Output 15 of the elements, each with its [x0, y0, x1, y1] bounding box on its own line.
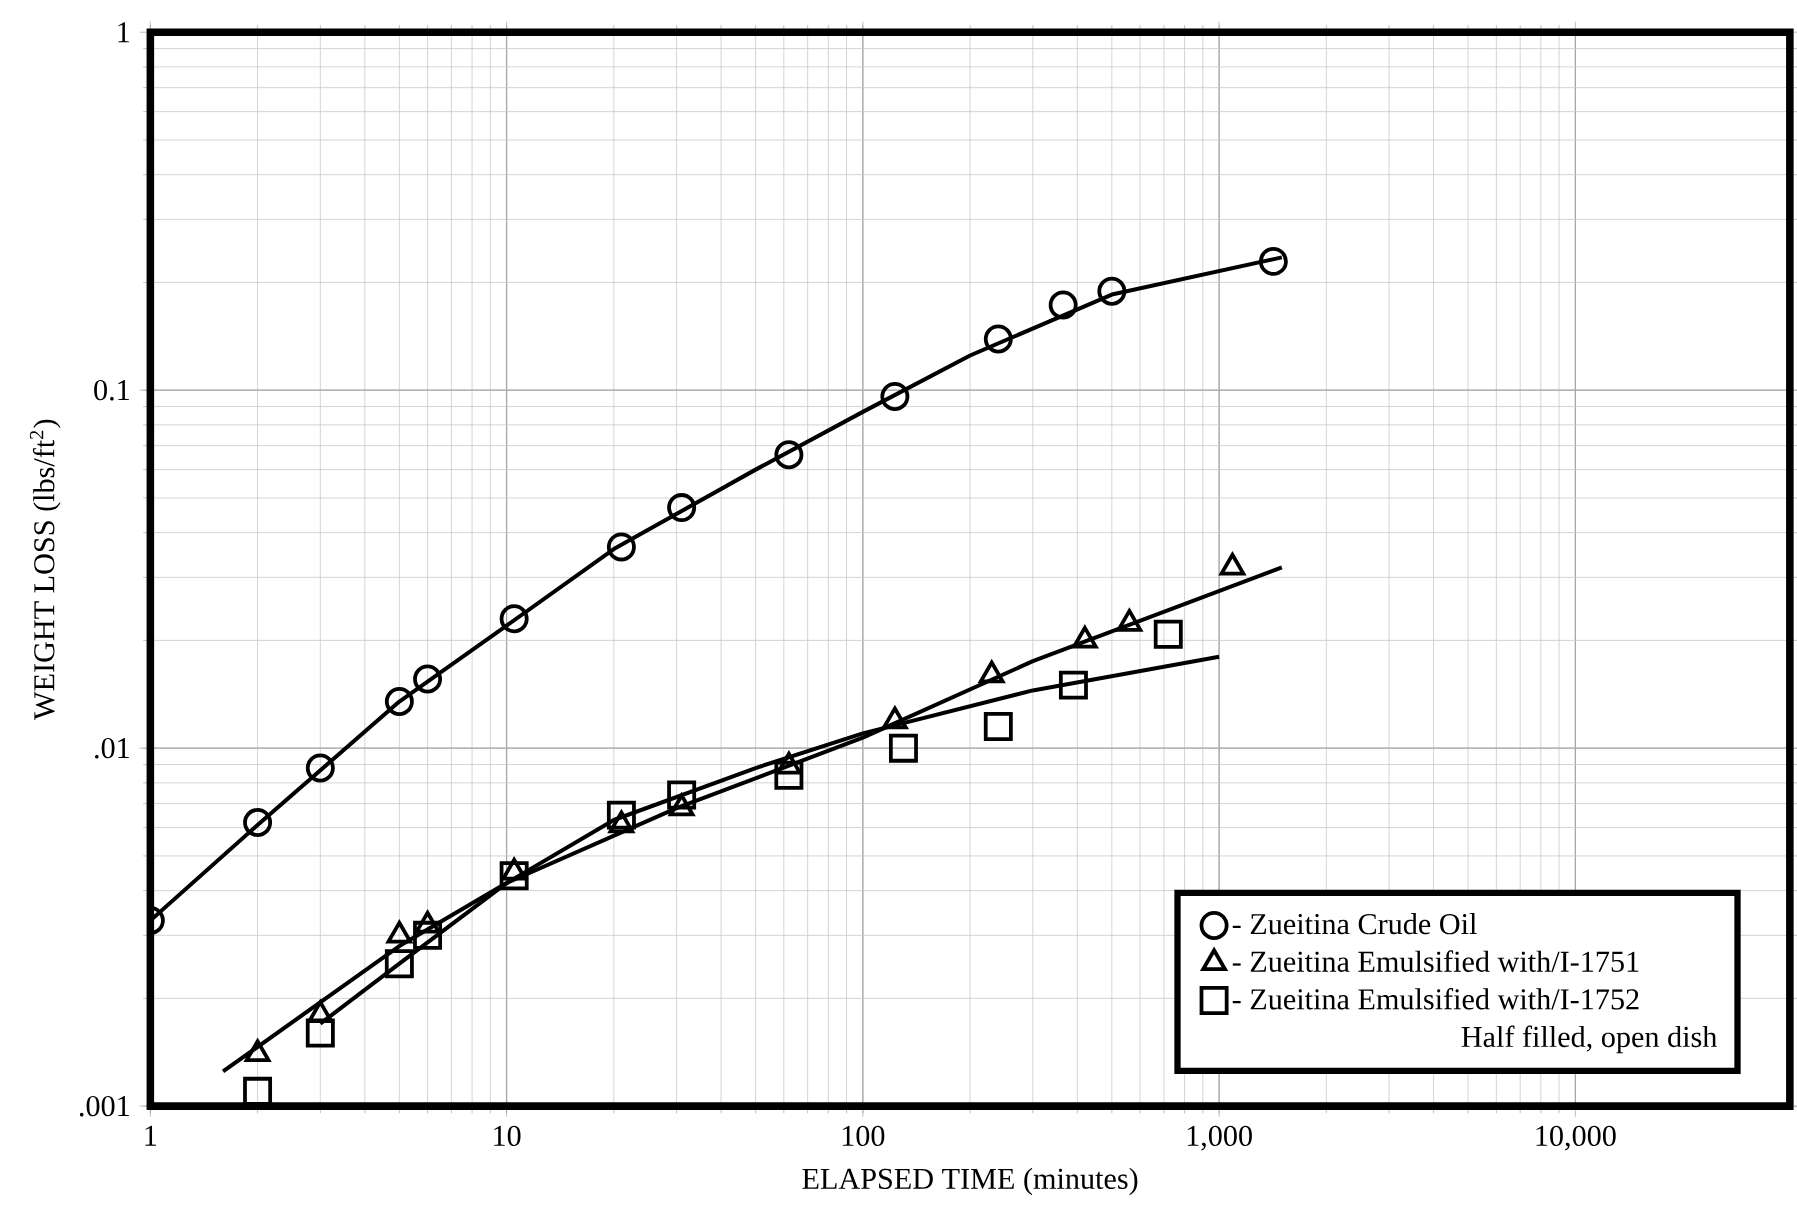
x-axis-title: ELAPSED TIME (minutes) [802, 1167, 1138, 1196]
legend-label: - Zueitina Crude Oil [1232, 913, 1477, 935]
y-tick-label: .001 [79, 1096, 129, 1117]
y-tick-label: 0.1 [94, 380, 129, 401]
x-tick-label: 100 [842, 1125, 885, 1147]
y-tick-label: .01 [95, 738, 129, 759]
x-tick-label: 1 [145, 1125, 157, 1146]
x-tick-label: 10,000 [1536, 1125, 1616, 1151]
x-tick-label: 10 [494, 1125, 521, 1147]
x-tick-label: 1,000 [1187, 1125, 1252, 1151]
annotation: Half filled, open dish [1461, 1025, 1717, 1054]
y-axis-title: WEIGHT LOSS (lbs/ft$^{2}$) [29, 419, 61, 721]
y-tick-label: 1 [118, 22, 129, 43]
legend-label: - Zueitina Emulsified with/I-1752 [1232, 988, 1639, 1010]
legend-label: - Zueitina Emulsified with/I-1751 [1232, 950, 1639, 973]
